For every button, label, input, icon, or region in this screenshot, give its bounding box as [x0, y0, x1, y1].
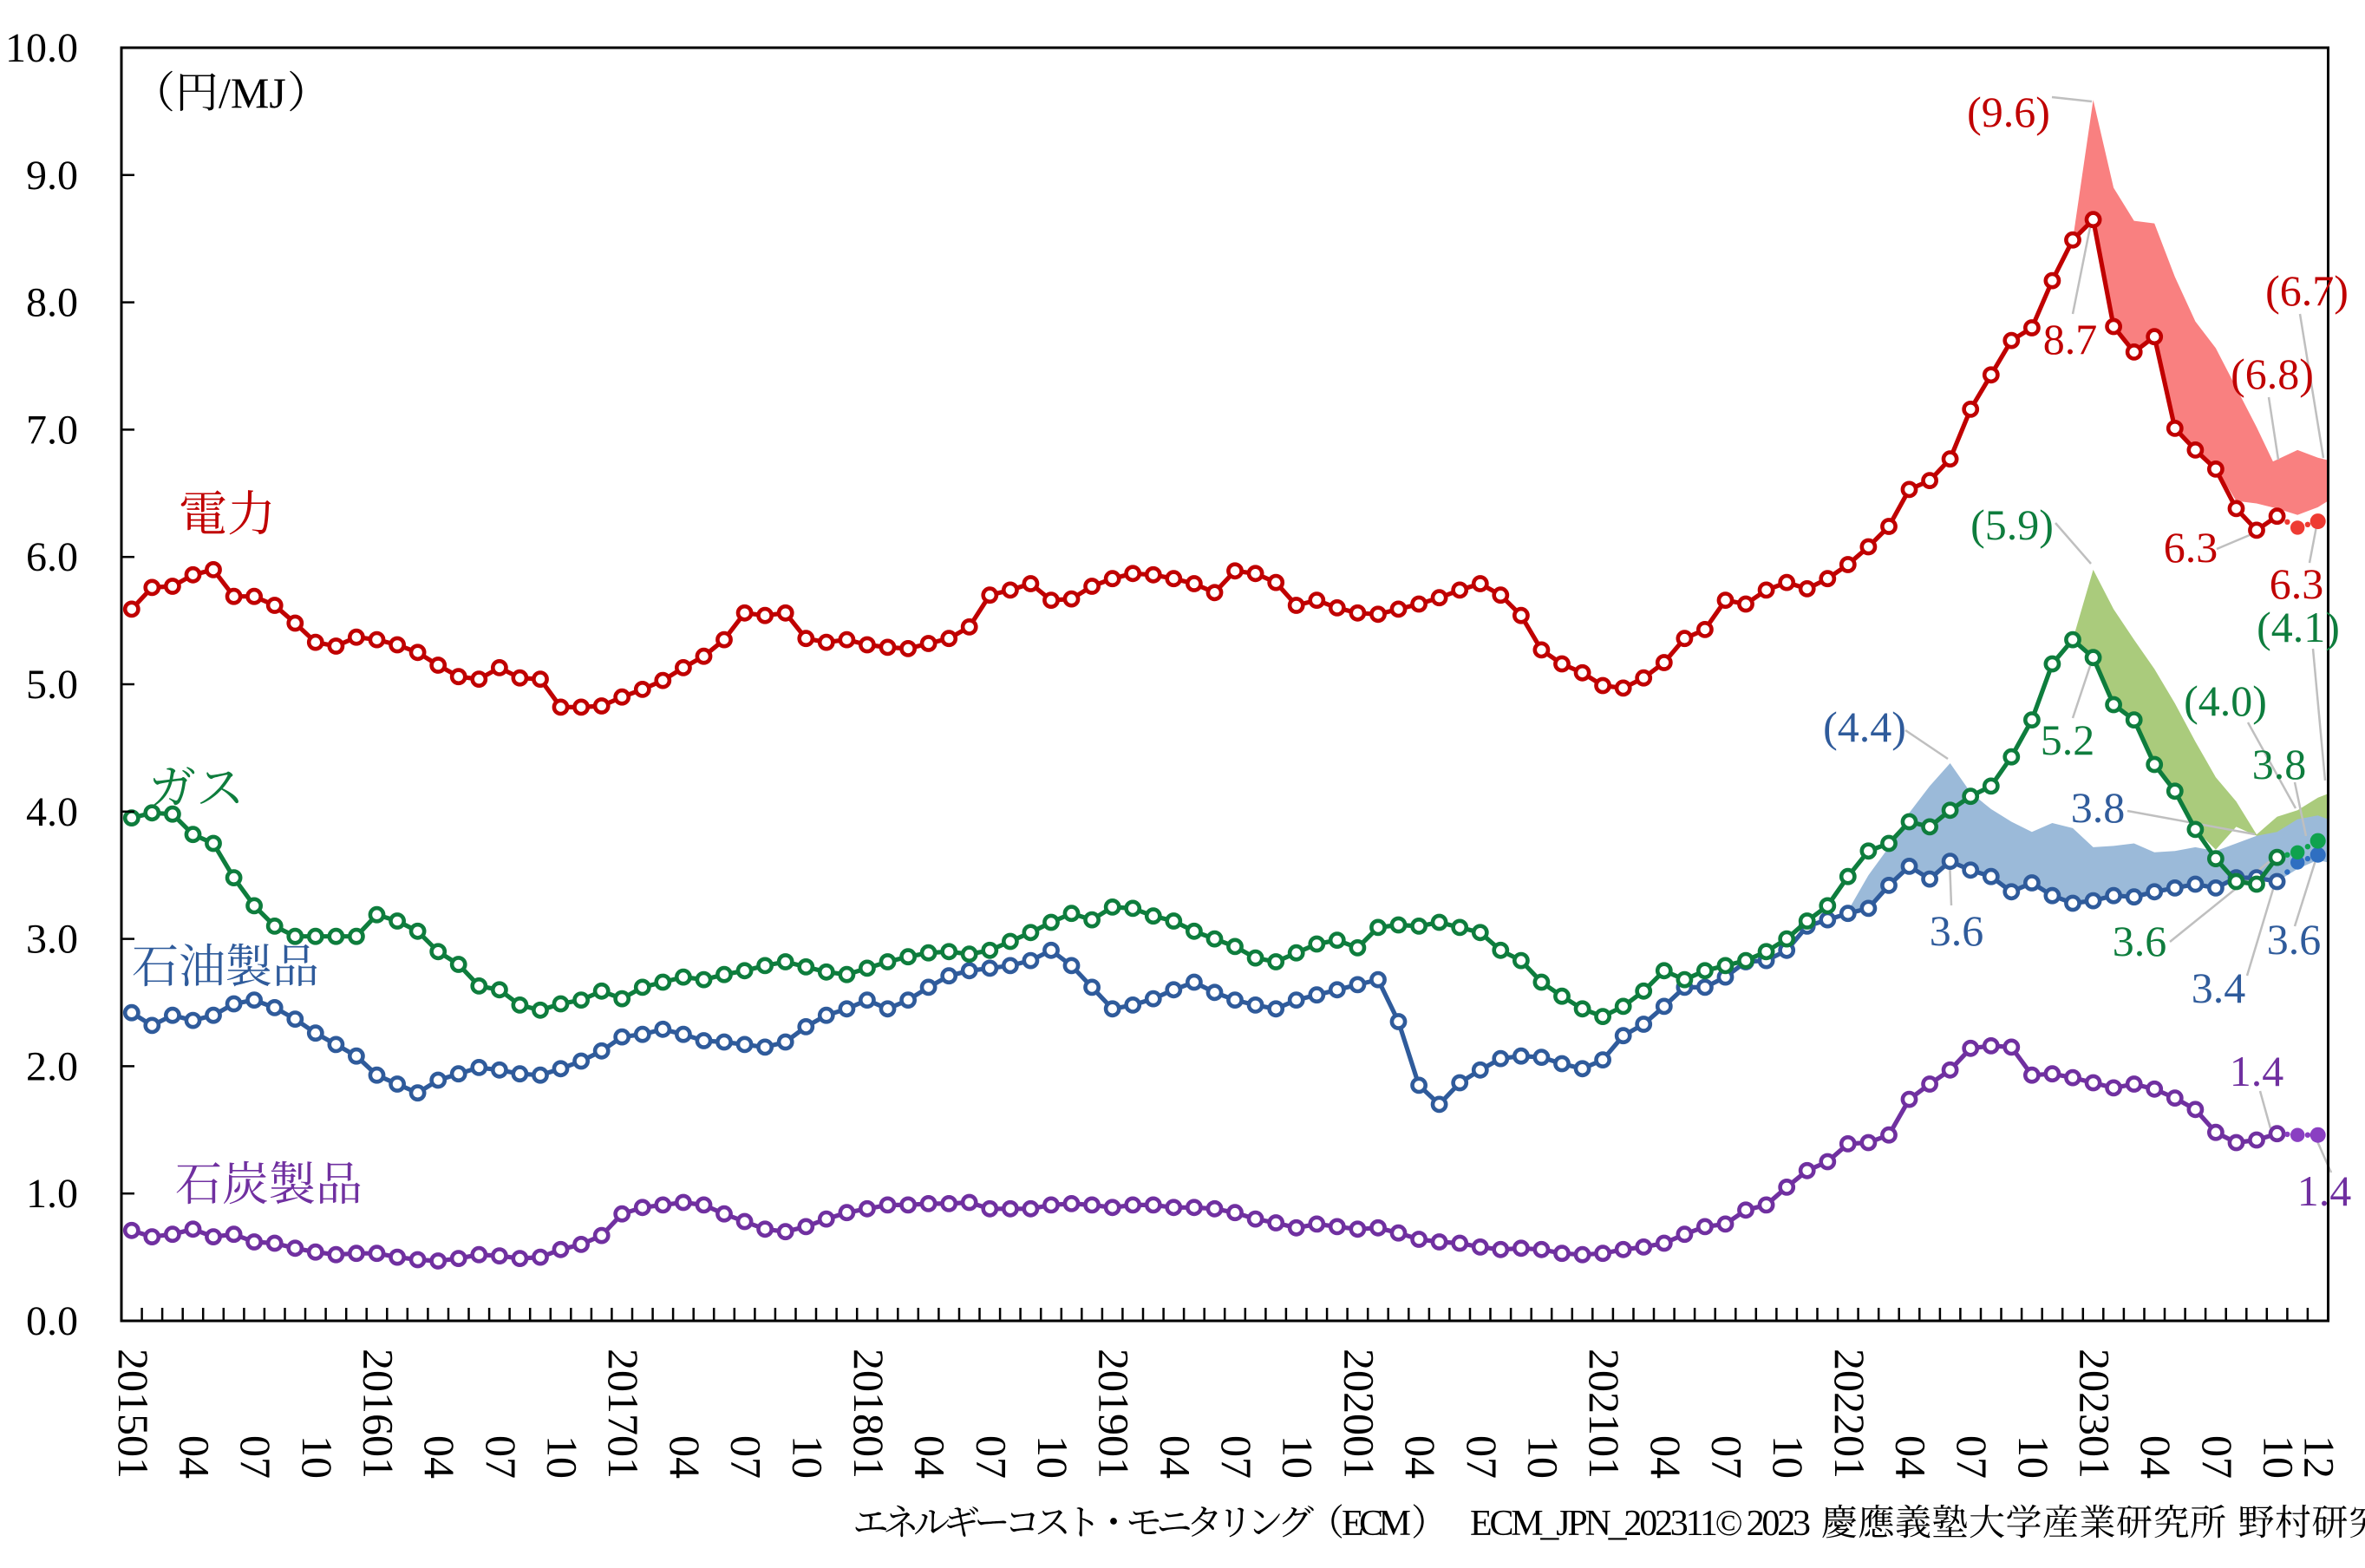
svg-text:04: 04 — [1396, 1435, 1445, 1479]
svg-text:04: 04 — [171, 1435, 219, 1479]
svg-text:1.0: 1.0 — [26, 1171, 78, 1217]
svg-text:(4.0): (4.0) — [2184, 676, 2267, 725]
svg-text:201501: 201501 — [109, 1349, 158, 1479]
svg-text:5.2: 5.2 — [2041, 715, 2095, 764]
svg-text:7.0: 7.0 — [26, 407, 78, 453]
svg-text:10: 10 — [293, 1435, 342, 1479]
svg-text:(4.4): (4.4) — [1823, 702, 1906, 751]
svg-text:202201: 202201 — [1826, 1349, 1874, 1479]
svg-text:3.8: 3.8 — [2252, 740, 2307, 788]
svg-text:6.3: 6.3 — [2164, 523, 2218, 572]
svg-text:04: 04 — [1887, 1435, 1936, 1479]
svg-text:202301: 202301 — [2071, 1349, 2120, 1479]
svg-text:07: 07 — [1948, 1435, 1996, 1479]
svg-text:202101: 202101 — [1580, 1349, 1629, 1479]
svg-text:12: 12 — [2296, 1435, 2344, 1479]
svg-text:201601: 201601 — [355, 1349, 403, 1479]
svg-text:9.0: 9.0 — [26, 153, 78, 199]
svg-text:202001: 202001 — [1335, 1349, 1383, 1479]
svg-text:3.0: 3.0 — [26, 917, 78, 963]
svg-text:(5.9): (5.9) — [1970, 500, 2054, 549]
svg-text:07: 07 — [1458, 1435, 1506, 1479]
svg-text:6.3: 6.3 — [2270, 559, 2324, 608]
svg-text:10.0: 10.0 — [5, 25, 78, 71]
svg-text:10: 10 — [1029, 1435, 1077, 1479]
svg-text:ECM: ECM — [1342, 1504, 1411, 1544]
svg-text:201801: 201801 — [845, 1349, 893, 1479]
svg-text:04: 04 — [1151, 1435, 1199, 1479]
svg-text:07: 07 — [1212, 1435, 1261, 1479]
svg-text:8.7: 8.7 — [2043, 315, 2098, 363]
svg-text:/MJ: /MJ — [219, 69, 286, 117]
svg-text:07: 07 — [232, 1435, 280, 1479]
svg-text:04: 04 — [415, 1435, 464, 1479]
svg-text:07: 07 — [1703, 1435, 1752, 1479]
svg-text:1.4: 1.4 — [2230, 1047, 2284, 1095]
svg-text:201901: 201901 — [1090, 1349, 1139, 1479]
svg-text:6.0: 6.0 — [26, 534, 78, 580]
svg-text:04: 04 — [906, 1435, 955, 1479]
svg-text:07: 07 — [477, 1435, 526, 1479]
svg-text:ECM_JPN_202311© 2023: ECM_JPN_202311© 2023 — [1470, 1504, 1811, 1544]
svg-text:1.4: 1.4 — [2297, 1166, 2352, 1215]
svg-text:3.6: 3.6 — [2113, 917, 2167, 965]
svg-text:04: 04 — [2132, 1435, 2180, 1479]
svg-text:(9.6): (9.6) — [1967, 88, 2050, 136]
svg-text:10: 10 — [1764, 1435, 1813, 1479]
svg-text:07: 07 — [967, 1435, 1016, 1479]
svg-text:2.0: 2.0 — [26, 1043, 78, 1089]
svg-text:04: 04 — [661, 1435, 709, 1479]
svg-text:07: 07 — [722, 1435, 771, 1479]
svg-text:4.0: 4.0 — [26, 789, 78, 835]
svg-text:10: 10 — [539, 1435, 587, 1479]
svg-text:10: 10 — [1274, 1435, 1323, 1479]
svg-text:04: 04 — [1642, 1435, 1690, 1479]
svg-text:10: 10 — [783, 1435, 832, 1479]
svg-text:8.0: 8.0 — [26, 280, 78, 326]
svg-text:(6.7): (6.7) — [2265, 266, 2349, 315]
svg-text:3.6: 3.6 — [2267, 915, 2322, 964]
svg-text:10: 10 — [2009, 1435, 2058, 1479]
svg-text:3.6: 3.6 — [1930, 906, 1984, 955]
svg-text:(4.1): (4.1) — [2257, 603, 2340, 651]
svg-text:0.0: 0.0 — [26, 1298, 78, 1344]
svg-text:10: 10 — [1519, 1435, 1567, 1479]
svg-text:07: 07 — [2193, 1435, 2242, 1479]
svg-text:10: 10 — [2255, 1435, 2303, 1479]
svg-text:5.0: 5.0 — [26, 662, 78, 708]
svg-text:3.4: 3.4 — [2192, 964, 2246, 1012]
svg-text:(6.8): (6.8) — [2231, 350, 2314, 398]
svg-text:201701: 201701 — [599, 1349, 648, 1479]
svg-text:3.8: 3.8 — [2071, 783, 2126, 832]
